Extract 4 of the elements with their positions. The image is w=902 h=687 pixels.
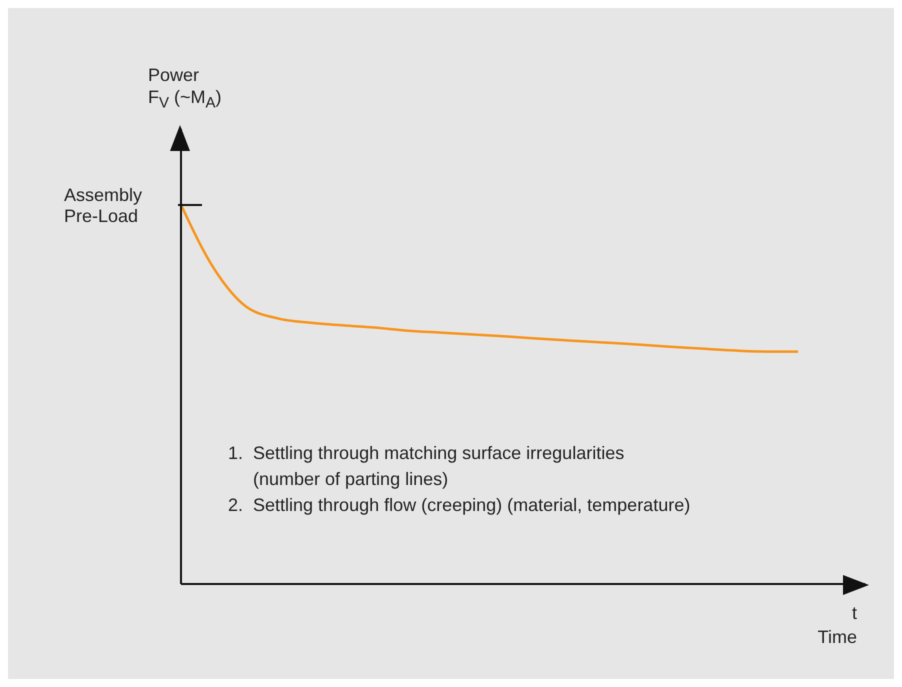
text: Assembly Pre-Load xyxy=(64,185,142,227)
annotation: 1. Settling through matching surface irregularities (number of parting lines) 2. Settling through flow (creeping) (material, temperature) xyxy=(228,442,690,517)
x-axis-title: t Time xyxy=(818,602,857,649)
text: Power F$_{V}$ (~M$_{A}$) xyxy=(148,64,222,114)
